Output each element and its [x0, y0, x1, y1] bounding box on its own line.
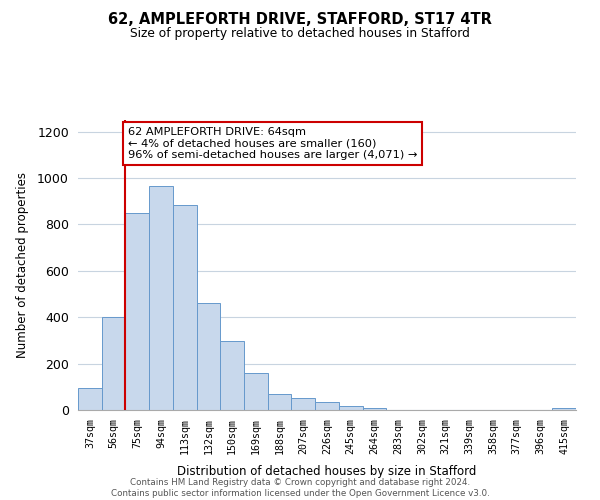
- Bar: [315, 402, 339, 410]
- Bar: [197, 304, 220, 410]
- Bar: [268, 394, 292, 410]
- Bar: [362, 408, 386, 410]
- Bar: [78, 388, 102, 410]
- Bar: [149, 186, 173, 410]
- Text: Contains HM Land Registry data © Crown copyright and database right 2024.
Contai: Contains HM Land Registry data © Crown c…: [110, 478, 490, 498]
- Text: Size of property relative to detached houses in Stafford: Size of property relative to detached ho…: [130, 28, 470, 40]
- Y-axis label: Number of detached properties: Number of detached properties: [16, 172, 29, 358]
- Bar: [292, 398, 315, 410]
- Bar: [244, 374, 268, 410]
- Text: 62 AMPLEFORTH DRIVE: 64sqm
← 4% of detached houses are smaller (160)
96% of semi: 62 AMPLEFORTH DRIVE: 64sqm ← 4% of detac…: [128, 127, 417, 160]
- X-axis label: Distribution of detached houses by size in Stafford: Distribution of detached houses by size …: [178, 465, 476, 478]
- Bar: [220, 341, 244, 410]
- Bar: [173, 205, 197, 410]
- Bar: [552, 408, 576, 410]
- Text: 62, AMPLEFORTH DRIVE, STAFFORD, ST17 4TR: 62, AMPLEFORTH DRIVE, STAFFORD, ST17 4TR: [108, 12, 492, 28]
- Bar: [339, 406, 362, 410]
- Bar: [102, 317, 125, 410]
- Bar: [125, 214, 149, 410]
